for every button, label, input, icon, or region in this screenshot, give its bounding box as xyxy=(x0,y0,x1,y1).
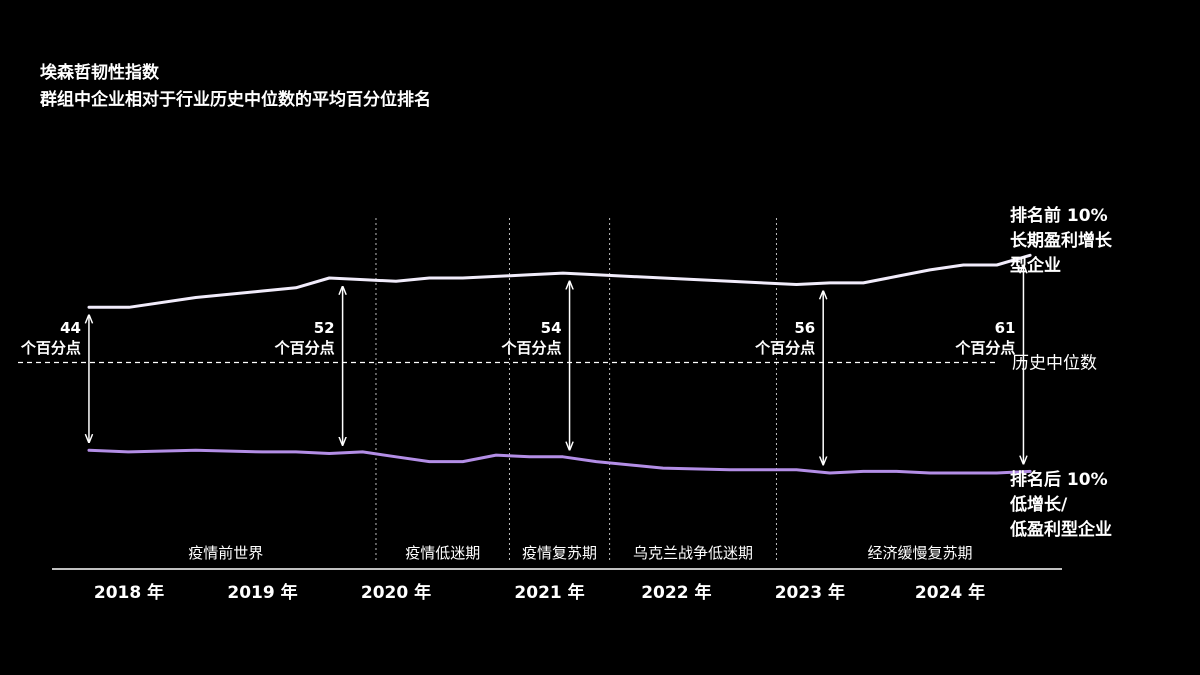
x-tick-label: 2018 年 xyxy=(94,582,164,603)
period-label: 疫情前世界 xyxy=(188,544,263,562)
gap-unit: 个百分点 xyxy=(274,339,335,357)
gap-unit: 个百分点 xyxy=(754,339,815,357)
top-series-label: 型企业 xyxy=(1010,255,1061,276)
bottom-series-label: 低盈利型企业 xyxy=(1009,519,1112,540)
gap-unit: 个百分点 xyxy=(20,339,81,357)
period-label: 疫情复苏期 xyxy=(522,544,597,562)
x-tick-label: 2022 年 xyxy=(641,582,711,603)
gap-unit: 个百分点 xyxy=(501,339,562,357)
x-tick-label: 2021 年 xyxy=(514,582,584,603)
bottom-decile-line xyxy=(87,448,1032,475)
gap-value: 61 xyxy=(995,319,1016,337)
gap-value: 44 xyxy=(60,319,81,337)
gap-value: 54 xyxy=(541,319,562,337)
x-tick-label: 2023 年 xyxy=(775,582,845,603)
median-label: 历史中位数 xyxy=(1012,354,1097,374)
gap-unit: 个百分点 xyxy=(954,339,1015,357)
period-label: 经济缓慢复苏期 xyxy=(867,544,972,562)
chart-subtitle: 群组中企业相对于行业历史中位数的平均百分位排名 xyxy=(40,90,431,110)
bottom-series-label: 排名后 10% xyxy=(1010,469,1108,490)
gap-value: 56 xyxy=(794,319,815,337)
period-label: 乌克兰战争低迷期 xyxy=(633,544,753,562)
x-tick-label: 2019 年 xyxy=(227,582,297,603)
x-tick-label: 2020 年 xyxy=(361,582,431,603)
top-decile-line xyxy=(87,253,1032,309)
bottom-series-label: 低增长/ xyxy=(1009,494,1068,515)
chart-title: 埃森哲韧性指数 xyxy=(40,63,159,83)
top-series-label: 长期盈利增长 xyxy=(1010,230,1113,251)
top-series-label: 排名前 10% xyxy=(1010,205,1108,226)
gap-value: 52 xyxy=(314,319,335,337)
period-label: 疫情低迷期 xyxy=(405,544,480,562)
x-tick-label: 2024 年 xyxy=(915,582,985,603)
